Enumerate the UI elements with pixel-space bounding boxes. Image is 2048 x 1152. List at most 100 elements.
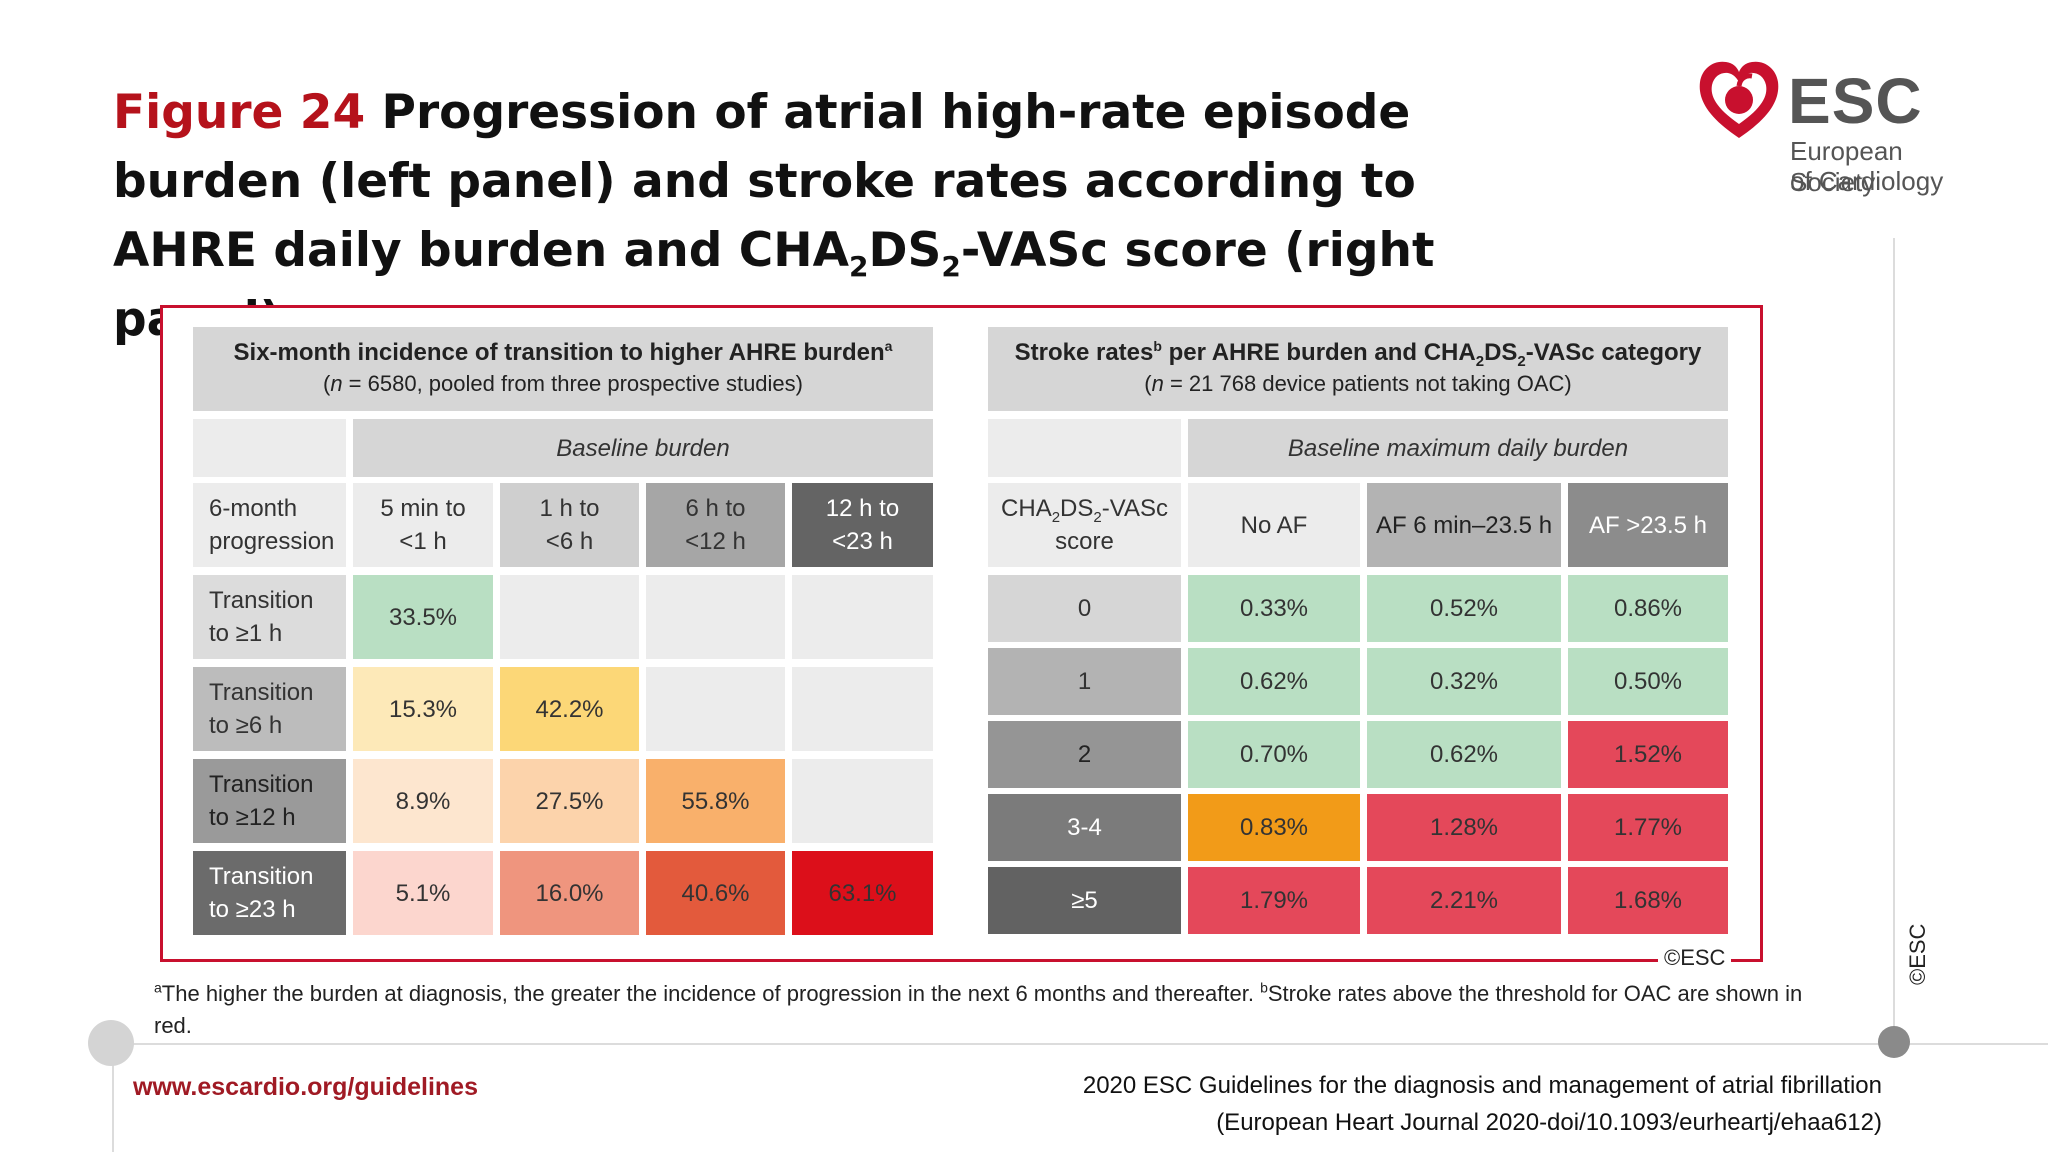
right-panel-title-cont: per AHRE burden and CHA bbox=[1161, 339, 1476, 366]
right-table-cell: 0.62% bbox=[1367, 721, 1561, 788]
right-column-header: No AF bbox=[1188, 483, 1360, 567]
subscript: 2 bbox=[1517, 352, 1526, 370]
right-panel-title-end: -VASc category bbox=[1525, 339, 1702, 366]
left-table-cell: 5.1% bbox=[353, 851, 493, 935]
right-table-cell: 0.50% bbox=[1568, 648, 1728, 715]
left-column-header: 5 min to <1 h bbox=[353, 483, 493, 567]
right-panel-title: Stroke rates bbox=[1014, 339, 1154, 366]
footnote: aThe higher the burden at diagnosis, the… bbox=[154, 978, 1804, 1042]
title-text-mid: DS bbox=[868, 223, 942, 278]
horizontal-divider bbox=[112, 1043, 2048, 1045]
heart-logo-icon bbox=[1699, 61, 1779, 138]
empty-corner bbox=[193, 419, 346, 477]
right-table-cell: 0.62% bbox=[1188, 648, 1360, 715]
logo-name: ESC bbox=[1788, 65, 1923, 137]
row-header-text: -VASc bbox=[1101, 495, 1168, 522]
left-table-cell: 16.0% bbox=[500, 851, 639, 935]
left-panel-subtitle: = 6580, pooled from three prospective st… bbox=[342, 371, 803, 396]
left-table-cell bbox=[792, 667, 933, 751]
right-panel-title-mid: DS bbox=[1484, 339, 1518, 366]
left-table-cell: 40.6% bbox=[646, 851, 785, 935]
right-table-cell: 1.68% bbox=[1568, 867, 1728, 934]
right-table-cell: 1.28% bbox=[1367, 794, 1561, 861]
left-divider bbox=[112, 1043, 114, 1152]
right-column-header: AF >23.5 h bbox=[1568, 483, 1728, 567]
right-table-cell: 1.52% bbox=[1568, 721, 1728, 788]
n-symbol: n bbox=[330, 371, 343, 396]
left-table-cell: 8.9% bbox=[353, 759, 493, 843]
decorative-dot bbox=[88, 1020, 134, 1066]
right-table-cell: 0.86% bbox=[1568, 575, 1728, 642]
right-row-label: 3-4 bbox=[988, 794, 1181, 861]
footnote-marker: b bbox=[1153, 338, 1162, 354]
right-panel-subtitle: = 21 768 device patients not taking OAC) bbox=[1163, 371, 1572, 396]
right-table-cell: 0.32% bbox=[1367, 648, 1561, 715]
row-header-text: CHA bbox=[1001, 495, 1052, 522]
footnote-marker: b bbox=[1260, 979, 1268, 996]
right-row-label: 1 bbox=[988, 648, 1181, 715]
left-row-label: Transition to ≥12 h bbox=[193, 759, 346, 843]
left-table-cell: 15.3% bbox=[353, 667, 493, 751]
right-row-label: 0 bbox=[988, 575, 1181, 642]
left-table-cell: 42.2% bbox=[500, 667, 639, 751]
right-panel-header: Stroke ratesb per AHRE burden and CHA2DS… bbox=[988, 327, 1728, 411]
figure-label: Figure 24 bbox=[113, 85, 366, 140]
baseline-burden-label: Baseline burden bbox=[353, 419, 933, 477]
right-row-header: CHA2DS2-VASc score bbox=[988, 483, 1181, 567]
citation: 2020 ESC Guidelines for the diagnosis an… bbox=[1083, 1067, 1882, 1141]
footnote-marker: a bbox=[154, 979, 162, 996]
left-table-cell: 27.5% bbox=[500, 759, 639, 843]
right-table-cell: 0.70% bbox=[1188, 721, 1360, 788]
left-table-cell: 33.5% bbox=[353, 575, 493, 659]
left-panel-header: Six-month incidence of transition to hig… bbox=[193, 327, 933, 411]
left-table-cell bbox=[500, 575, 639, 659]
empty-corner bbox=[988, 419, 1181, 477]
row-header-text: score bbox=[1055, 528, 1114, 555]
right-row-label: 2 bbox=[988, 721, 1181, 788]
title-text: Progression of atrial high-rate episode … bbox=[113, 85, 1416, 278]
title-subscript: 2 bbox=[941, 250, 961, 283]
footnote-marker: a bbox=[884, 338, 893, 354]
right-table-cell: 0.83% bbox=[1188, 794, 1360, 861]
left-table-cell bbox=[792, 575, 933, 659]
baseline-max-burden-label: Baseline maximum daily burden bbox=[1188, 419, 1728, 477]
left-row-label: Transition to ≥6 h bbox=[193, 667, 346, 751]
right-table-cell: 0.52% bbox=[1367, 575, 1561, 642]
row-header-text: DS bbox=[1060, 495, 1094, 522]
footnote-b: Stroke rates above the threshold for OAC… bbox=[154, 981, 1803, 1038]
left-table-cell bbox=[646, 667, 785, 751]
n-symbol: n bbox=[1151, 371, 1164, 396]
subscript: 2 bbox=[1093, 508, 1102, 526]
left-row-label: Transition to ≥23 h bbox=[193, 851, 346, 935]
left-column-header: 12 h to <23 h bbox=[792, 483, 933, 567]
title-subscript: 2 bbox=[848, 250, 869, 283]
right-table-cell: 1.77% bbox=[1568, 794, 1728, 861]
vertical-divider bbox=[1893, 238, 1895, 1033]
esc-logo: ESC European Society of Cardiology bbox=[1696, 58, 1986, 198]
left-row-label: Transition to ≥1 h bbox=[193, 575, 346, 659]
left-table-cell: 63.1% bbox=[792, 851, 933, 935]
copyright: ©ESC bbox=[1658, 945, 1732, 971]
right-column-header: AF 6 min–23.5 h bbox=[1367, 483, 1561, 567]
right-table-cell: 0.33% bbox=[1188, 575, 1360, 642]
citation-line-2: (European Heart Journal 2020-doi/10.1093… bbox=[1216, 1109, 1882, 1136]
left-column-header: 1 h to <6 h bbox=[500, 483, 639, 567]
footnote-a: The higher the burden at diagnosis, the … bbox=[161, 981, 1261, 1006]
left-table-cell bbox=[792, 759, 933, 843]
left-column-header: 6 h to <12 h bbox=[646, 483, 785, 567]
right-row-label: ≥5 bbox=[988, 867, 1181, 934]
copyright-vertical: ©ESC bbox=[1905, 923, 1930, 985]
logo-line-1: European Society bbox=[1790, 136, 1903, 197]
right-table-cell: 2.21% bbox=[1367, 867, 1561, 934]
guidelines-link[interactable]: www.escardio.org/guidelines bbox=[133, 1073, 478, 1101]
left-table-cell bbox=[646, 575, 785, 659]
logo-line-2: of Cardiology bbox=[1790, 166, 1944, 196]
decorative-dot bbox=[1878, 1026, 1910, 1058]
subscript: 2 bbox=[1475, 352, 1485, 370]
citation-line-1: 2020 ESC Guidelines for the diagnosis an… bbox=[1082, 1072, 1882, 1099]
left-table-cell: 55.8% bbox=[646, 759, 785, 843]
right-table-cell: 1.79% bbox=[1188, 867, 1360, 934]
left-panel-title: Six-month incidence of transition to hig… bbox=[233, 339, 885, 366]
left-row-header: 6-month progression bbox=[193, 483, 346, 567]
subscript: 2 bbox=[1051, 508, 1061, 526]
